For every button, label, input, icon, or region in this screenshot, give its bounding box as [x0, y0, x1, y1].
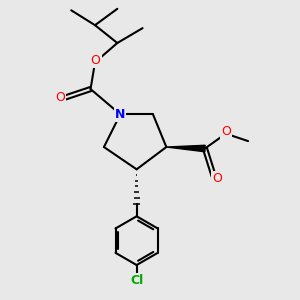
- Text: N: N: [115, 108, 125, 121]
- Text: O: O: [55, 92, 65, 104]
- Text: O: O: [91, 54, 100, 67]
- Text: Cl: Cl: [130, 274, 143, 287]
- Text: O: O: [212, 172, 222, 185]
- Polygon shape: [166, 145, 205, 152]
- Text: O: O: [221, 125, 231, 138]
